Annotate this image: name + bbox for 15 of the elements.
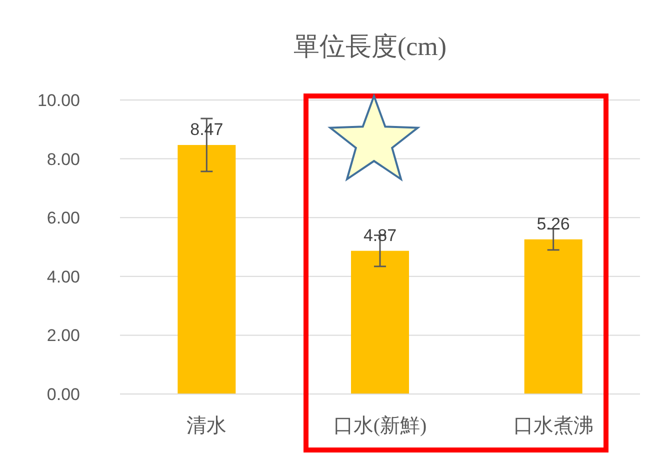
y-tick-label: 10.00 bbox=[37, 91, 80, 110]
x-tick-label: 口水煮沸 bbox=[513, 415, 594, 437]
x-tick-label: 清水 bbox=[186, 415, 227, 437]
bar bbox=[524, 239, 582, 394]
y-tick-label: 6.00 bbox=[46, 208, 80, 228]
bar bbox=[178, 144, 236, 394]
y-tick-label: 0.00 bbox=[46, 385, 80, 404]
data-label: 4.87 bbox=[363, 226, 397, 245]
y-tick-label: 2.00 bbox=[46, 326, 80, 346]
bar bbox=[351, 250, 409, 394]
chart-title: 單位長度(cm) bbox=[293, 32, 447, 61]
y-tick-label: 4.00 bbox=[46, 267, 80, 286]
x-tick-label: 口水(新鮮) bbox=[333, 415, 427, 437]
data-label: 5.26 bbox=[536, 214, 570, 234]
y-tick-label: 8.00 bbox=[46, 150, 80, 169]
